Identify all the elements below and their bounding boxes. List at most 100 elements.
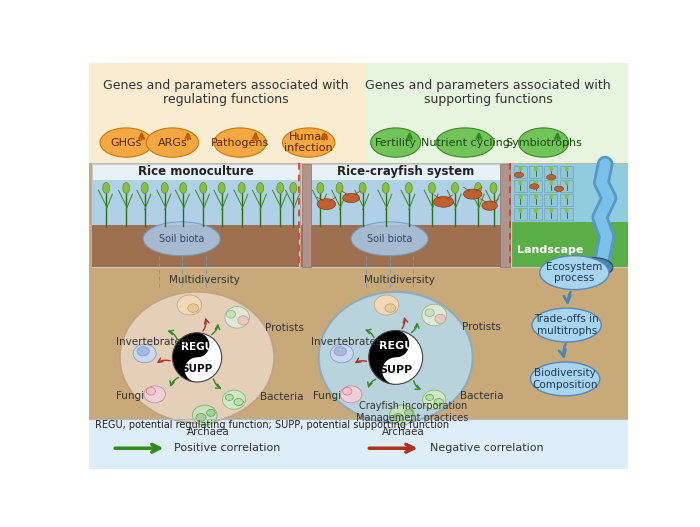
Ellipse shape (225, 307, 249, 328)
Text: Trade-offs in
multitrophs: Trade-offs in multitrophs (534, 314, 599, 336)
Text: Human
infection: Human infection (284, 132, 333, 153)
Bar (90, 163, 629, 421)
Ellipse shape (141, 182, 148, 193)
Ellipse shape (290, 182, 297, 193)
Bar (560, 180, 573, 192)
Ellipse shape (342, 387, 352, 395)
Text: GHGs: GHGs (111, 138, 142, 148)
Text: Symbiotrophs: Symbiotrophs (505, 138, 582, 148)
Ellipse shape (405, 409, 413, 416)
Ellipse shape (550, 194, 553, 199)
Text: REGU, potential regulating function; SUPP, potential supporting function: REGU, potential regulating function; SUP… (95, 420, 449, 430)
Ellipse shape (433, 197, 454, 207)
Ellipse shape (122, 182, 130, 193)
Bar (514, 167, 526, 178)
Bar (301, 180, 510, 225)
Circle shape (382, 330, 410, 357)
Bar (545, 194, 557, 206)
Ellipse shape (103, 182, 110, 193)
Text: ARGs: ARGs (158, 138, 188, 148)
Bar (560, 208, 573, 220)
Ellipse shape (550, 180, 553, 186)
Ellipse shape (214, 128, 267, 157)
Bar (367, 63, 629, 163)
Text: Invertebrates: Invertebrates (311, 337, 382, 347)
Text: Rice-crayfish system: Rice-crayfish system (337, 165, 475, 178)
Text: Fertility: Fertility (374, 138, 416, 148)
Bar (529, 180, 542, 192)
Ellipse shape (463, 189, 482, 199)
Text: Soil biota: Soil biota (159, 234, 204, 244)
Ellipse shape (226, 310, 236, 318)
Text: Pathogens: Pathogens (211, 138, 270, 148)
Text: Soil biota: Soil biota (367, 234, 412, 244)
Ellipse shape (276, 182, 284, 193)
Ellipse shape (565, 166, 568, 171)
Bar (545, 208, 557, 220)
Ellipse shape (425, 309, 434, 317)
Ellipse shape (283, 128, 335, 157)
Ellipse shape (206, 409, 215, 416)
Ellipse shape (490, 182, 497, 193)
Circle shape (172, 333, 222, 382)
Ellipse shape (565, 208, 568, 213)
Bar (560, 167, 573, 178)
Text: Positive correlation: Positive correlation (174, 443, 280, 453)
Bar (301, 225, 510, 267)
Ellipse shape (146, 387, 155, 395)
Ellipse shape (318, 292, 472, 423)
Ellipse shape (382, 182, 389, 193)
Ellipse shape (223, 390, 246, 409)
Bar (511, 164, 629, 267)
Ellipse shape (238, 182, 245, 193)
Ellipse shape (351, 222, 428, 256)
Ellipse shape (519, 166, 522, 171)
Text: Negative correlation: Negative correlation (430, 443, 543, 453)
Ellipse shape (199, 182, 206, 193)
Bar (90, 63, 367, 163)
Ellipse shape (371, 128, 421, 157)
Ellipse shape (146, 128, 199, 157)
Ellipse shape (405, 182, 412, 193)
Circle shape (382, 357, 410, 384)
Ellipse shape (519, 208, 522, 213)
Ellipse shape (330, 344, 354, 363)
Ellipse shape (519, 128, 568, 157)
Ellipse shape (317, 182, 323, 193)
Ellipse shape (317, 199, 336, 210)
Ellipse shape (423, 390, 446, 409)
Ellipse shape (565, 194, 568, 199)
Text: Nutrient cycling: Nutrient cycling (421, 138, 510, 148)
Ellipse shape (393, 414, 403, 421)
Text: Genes and parameters associated with
supporting functions: Genes and parameters associated with sup… (365, 79, 611, 106)
Ellipse shape (177, 295, 202, 315)
Text: Genes and parameters associated with
regulating functions: Genes and parameters associated with reg… (104, 79, 349, 106)
Text: Bacteria: Bacteria (260, 393, 304, 403)
Ellipse shape (428, 182, 435, 193)
Text: Ecosystem
process: Ecosystem process (546, 262, 603, 284)
Text: REGU: REGU (379, 341, 413, 351)
Text: SUPP: SUPP (379, 365, 412, 375)
Ellipse shape (133, 344, 156, 363)
Bar (529, 194, 542, 206)
Text: Crayfish incorporation
Management practices: Crayfish incorporation Management practi… (356, 401, 469, 423)
Text: Bacteria: Bacteria (461, 391, 504, 401)
Ellipse shape (475, 182, 482, 193)
Text: Invertebrates: Invertebrates (116, 337, 187, 347)
Ellipse shape (144, 386, 165, 403)
Ellipse shape (359, 182, 366, 193)
Ellipse shape (218, 182, 225, 193)
Ellipse shape (519, 194, 522, 199)
Bar (529, 167, 542, 178)
Bar (514, 180, 526, 192)
Ellipse shape (137, 347, 149, 356)
Ellipse shape (161, 182, 168, 193)
Bar (529, 208, 542, 220)
Ellipse shape (434, 398, 444, 405)
Ellipse shape (334, 347, 346, 356)
Text: Archaea: Archaea (187, 427, 230, 437)
Bar (545, 167, 557, 178)
Ellipse shape (336, 182, 343, 193)
Bar (90, 419, 629, 469)
Bar (92, 164, 300, 267)
